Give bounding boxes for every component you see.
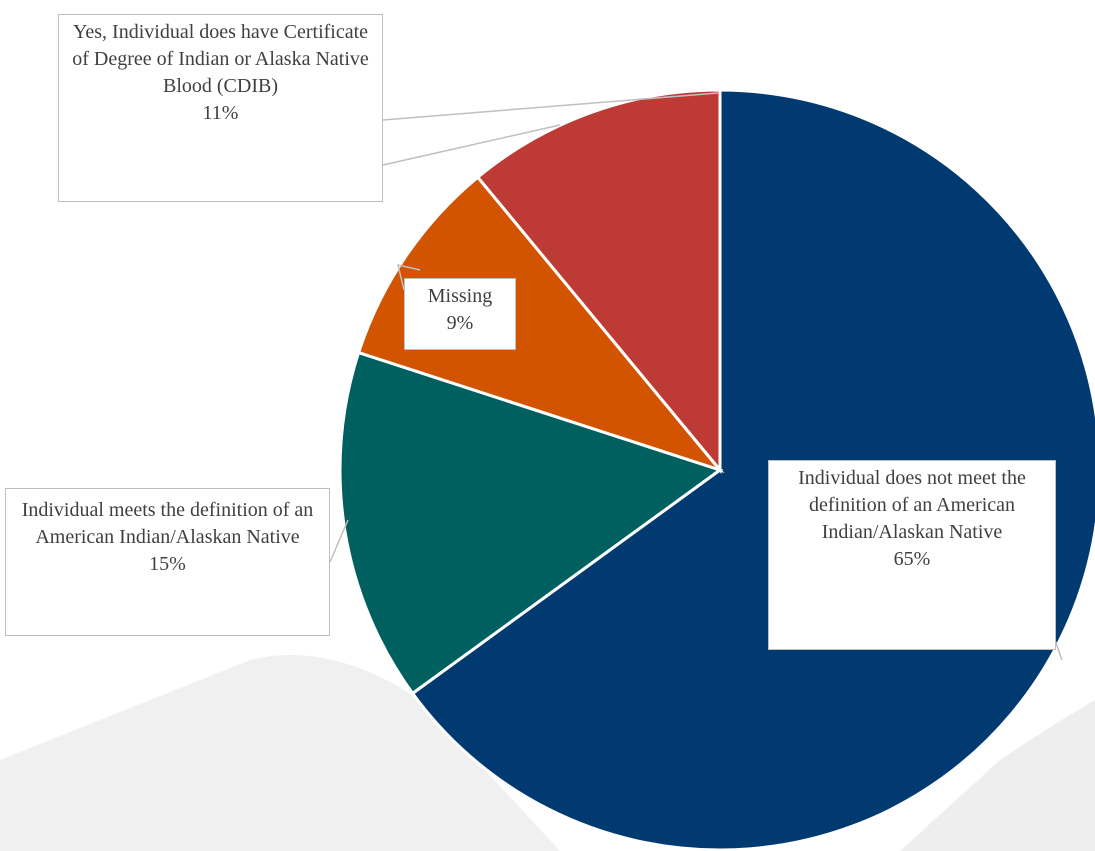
label-value: 11% — [202, 102, 239, 124]
pie-slice — [475, 88, 722, 475]
label-category: Individual does not meet the definition … — [798, 467, 1026, 543]
leader-line — [382, 124, 561, 166]
data-label: Missing 9% — [404, 278, 516, 350]
leader-line — [1054, 639, 1063, 661]
pie-slice — [410, 88, 1095, 851]
label-value: 15% — [149, 553, 186, 575]
leader-line — [382, 92, 719, 121]
background-mountain — [900, 700, 1095, 851]
label-category: Missing — [427, 285, 493, 307]
label-value: 65% — [893, 548, 931, 570]
leader-line — [396, 264, 421, 291]
label-category: Individual meets the definition of an Am… — [21, 499, 314, 548]
pie-slice — [356, 175, 725, 474]
label-value: 9% — [446, 312, 474, 334]
data-label: Individual meets the definition of an Am… — [5, 488, 330, 636]
data-label: Yes, Individual does have Certificate of… — [58, 14, 383, 202]
label-category: Yes, Individual does have Certificate of… — [72, 21, 369, 97]
leader-line — [329, 519, 349, 563]
data-label: Individual does not meet the definition … — [768, 460, 1056, 650]
pie — [338, 88, 1095, 851]
